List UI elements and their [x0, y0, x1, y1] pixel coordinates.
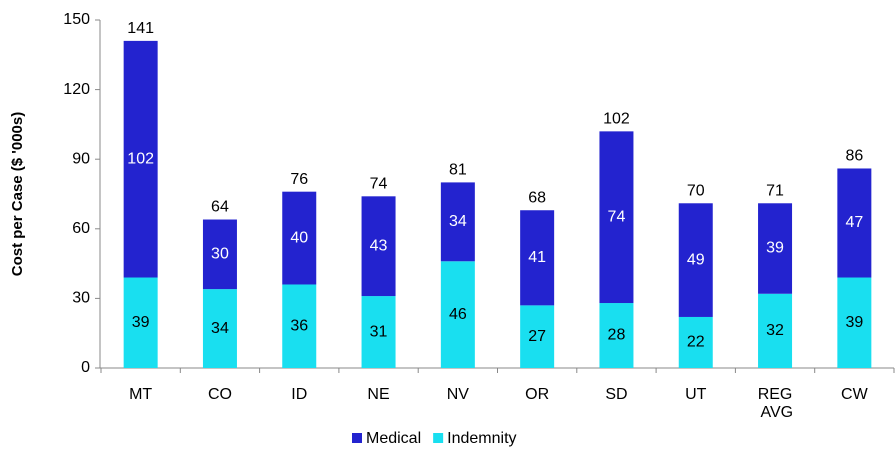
bar-segment [202, 289, 237, 368]
bar-segment [361, 196, 396, 297]
data-label: 102 [127, 150, 154, 167]
bar-segment [599, 131, 634, 304]
total-label: 102 [603, 111, 630, 128]
data-label: 39 [132, 314, 150, 331]
data-label: 41 [528, 249, 546, 266]
y-tick-label: 60 [72, 220, 90, 237]
bar-segment [361, 296, 396, 368]
data-label: 47 [845, 214, 863, 231]
data-label: 40 [290, 229, 308, 246]
data-label: 49 [687, 251, 705, 268]
bar-segment [678, 316, 713, 368]
total-label: 70 [687, 182, 705, 199]
data-label: 28 [608, 327, 626, 344]
y-tick-label: 0 [81, 359, 90, 376]
data-label: 27 [528, 328, 546, 345]
data-label: 36 [290, 317, 308, 334]
bar-segment [440, 261, 475, 368]
bar-segment [123, 277, 158, 368]
y-tick-label: 150 [63, 11, 90, 28]
x-tick-label: CW [841, 386, 869, 403]
total-label: 141 [127, 20, 154, 37]
x-tick-label: MT [129, 386, 152, 403]
x-tick-label: ID [291, 386, 307, 403]
y-axis-label: Cost per Case ($ '000s) [9, 112, 26, 276]
bar-segment [837, 277, 872, 368]
bar-segment [123, 40, 158, 278]
total-label: 76 [290, 171, 308, 188]
y-tick-label: 90 [72, 150, 90, 167]
bar-segment [520, 210, 555, 306]
data-label: 34 [211, 320, 229, 337]
x-tick-label: UT [685, 386, 707, 403]
x-tick-label: REG AVG [757, 386, 793, 421]
bar-segment [440, 182, 475, 262]
data-label: 30 [211, 246, 229, 263]
bar-segment [758, 293, 793, 368]
legend-swatch [352, 433, 362, 443]
data-label: 46 [449, 306, 467, 323]
x-tick-label: CO [208, 386, 232, 403]
x-tick-label: NV [447, 386, 470, 403]
bar-segment [520, 305, 555, 368]
x-tick-label: NE [367, 386, 389, 403]
data-label: 43 [370, 237, 388, 254]
bar-segment [837, 168, 872, 278]
data-label: 22 [687, 334, 705, 351]
data-label: 39 [845, 314, 863, 331]
data-label: 32 [766, 322, 784, 339]
bar-segment [758, 203, 793, 294]
data-label: 39 [766, 240, 784, 257]
total-label: 74 [370, 176, 388, 193]
data-label: 74 [608, 208, 626, 225]
total-label: 68 [528, 189, 546, 206]
total-label: 86 [845, 148, 863, 165]
x-tick-label: OR [525, 386, 549, 403]
bar-segment [282, 191, 317, 285]
bar-segment [599, 303, 634, 368]
data-label: 31 [370, 323, 388, 340]
bar-segment [282, 284, 317, 368]
data-label: 34 [449, 213, 467, 230]
y-tick-label: 120 [63, 81, 90, 98]
legend-label: Indemnity [447, 430, 516, 447]
total-label: 71 [766, 182, 784, 199]
bar-segment [202, 219, 237, 290]
total-label: 64 [211, 199, 229, 216]
y-tick-label: 30 [72, 290, 90, 307]
legend-label: Medical [366, 430, 421, 447]
total-label: 81 [449, 162, 467, 179]
legend-swatch [433, 433, 444, 443]
bar-segment [678, 203, 713, 317]
x-tick-label: SD [605, 386, 627, 403]
